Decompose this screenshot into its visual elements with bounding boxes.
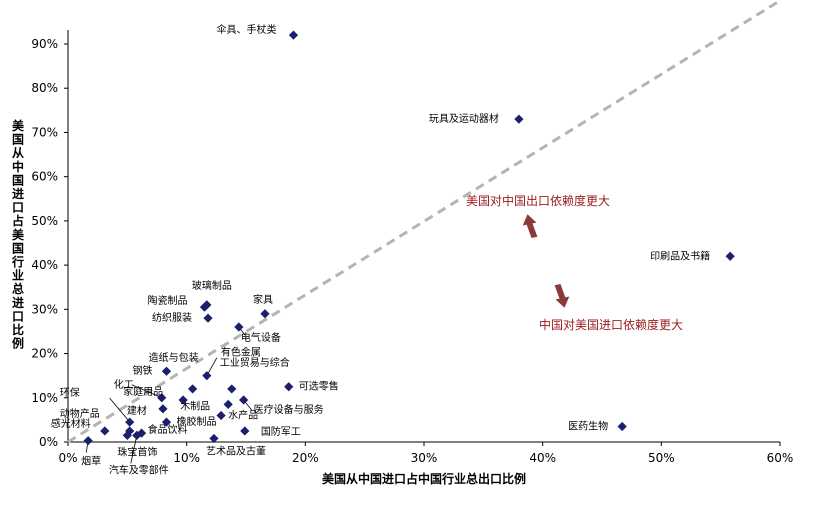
leader-line (131, 384, 162, 399)
data-point (234, 322, 244, 332)
point-label: 动物产品 (60, 407, 100, 420)
y-tick-label: 10% (31, 391, 58, 405)
x-tick-label: 30% (411, 451, 438, 465)
leader-line (109, 397, 131, 423)
data-point (288, 30, 299, 40)
data-point (725, 251, 735, 261)
y-tick-label: 0% (39, 435, 58, 449)
point-label: 钢铁 (132, 364, 152, 377)
y-tick-label: 80% (31, 81, 58, 95)
y-tick-label: 60% (31, 170, 58, 184)
data-point (161, 417, 172, 427)
point-label: 纺织服装 (152, 311, 192, 324)
point-label: 印刷品及书籍 (650, 249, 710, 262)
data-point (188, 384, 198, 394)
arrow-up-icon (522, 214, 538, 238)
arrow-down-icon (554, 284, 570, 308)
data-point (132, 430, 142, 440)
y-tick-label: 50% (31, 214, 58, 228)
point-label: 工业贸易与综合 (220, 356, 290, 369)
data-point (136, 428, 147, 438)
point-label: 医药生物 (568, 420, 608, 433)
data-point (199, 302, 210, 312)
data-point (161, 366, 172, 376)
x-tick-label: 0% (58, 451, 77, 465)
leader-line (206, 357, 218, 376)
x-tick-label: 40% (529, 451, 556, 465)
point-label: 伞具、手杖类 (216, 23, 276, 36)
trend-line (67, 0, 781, 444)
point-label: 水产品 (228, 408, 258, 421)
point-label: 家具 (253, 293, 273, 306)
point-label: 玻璃制品 (192, 279, 232, 292)
x-tick-label: 10% (173, 451, 200, 465)
data-point (223, 399, 233, 410)
data-point (83, 436, 93, 446)
point-label: 建材 (127, 404, 147, 417)
point-label: 汽车及零部件 (109, 463, 169, 476)
point-label: 家庭用品 (123, 385, 163, 398)
point-label: 可选零售 (299, 380, 339, 393)
data-point (157, 393, 167, 403)
data-point (203, 313, 213, 323)
leader-line (130, 435, 138, 464)
point-label: 有色金属 (221, 346, 261, 359)
y-tick-label: 20% (31, 347, 58, 361)
point-label: 国防军工 (261, 425, 301, 438)
data-point (202, 371, 212, 381)
axes: 0% 10% 20% 30% 40% 50% 60% 0% 10% 20% 30% 40% 50% 60%… (11, 30, 793, 465)
y-axis-title: 美国从中国进口占美国行业总进口比例 (11, 118, 25, 351)
point-label: 医疗设备与服务 (254, 403, 324, 416)
point-label: 环保 (60, 386, 80, 399)
data-point (209, 433, 219, 444)
data-point (240, 426, 250, 436)
annotation-us-dependency: 美国对中国出口依赖度更大 (466, 193, 610, 208)
data-point (260, 309, 270, 319)
data-point (239, 395, 249, 405)
point-label: 造纸与包装 (149, 351, 199, 364)
point-label: 陶瓷制品 (147, 294, 187, 307)
y-tick-label: 40% (31, 258, 58, 272)
point-label: 食品饮料 (148, 423, 188, 436)
point-label: 艺术品及古董 (206, 444, 266, 457)
data-point (216, 410, 226, 421)
data-point (158, 404, 168, 414)
y-tick-label: 30% (31, 302, 58, 316)
data-point (284, 382, 294, 392)
point-label: 电气设备 (241, 331, 281, 344)
annotation-cn-dependency: 中国对美国进口依赖度更大 (539, 317, 683, 332)
point-label: 烟草 (81, 455, 101, 468)
leader-lines (85, 326, 252, 464)
y-tick-label: 90% (31, 37, 58, 51)
data-point (227, 384, 237, 394)
point-label: 橡胶制品 (176, 415, 216, 428)
data-point (100, 426, 110, 436)
data-point (125, 417, 135, 427)
point-label: 珠宝首饰 (117, 445, 157, 458)
point-label: 感光材料 (51, 417, 91, 430)
data-point (178, 395, 188, 405)
x-tick-label: 60% (767, 451, 794, 465)
x-axis-title: 美国从中国进口占中国行业总出口比例 (322, 471, 526, 486)
data-point (617, 421, 627, 432)
point-label: 木制品 (180, 399, 210, 412)
point-label: 玩具及运动器材 (429, 112, 499, 125)
data-point (122, 430, 132, 440)
y-tick-label: 70% (31, 125, 58, 139)
trend-line-layer (67, 0, 781, 444)
x-tick-label: 50% (648, 451, 675, 465)
data-points (83, 30, 735, 446)
data-point (514, 114, 524, 124)
x-tick-label: 20% (292, 451, 319, 465)
point-label: 化工 (114, 378, 134, 391)
